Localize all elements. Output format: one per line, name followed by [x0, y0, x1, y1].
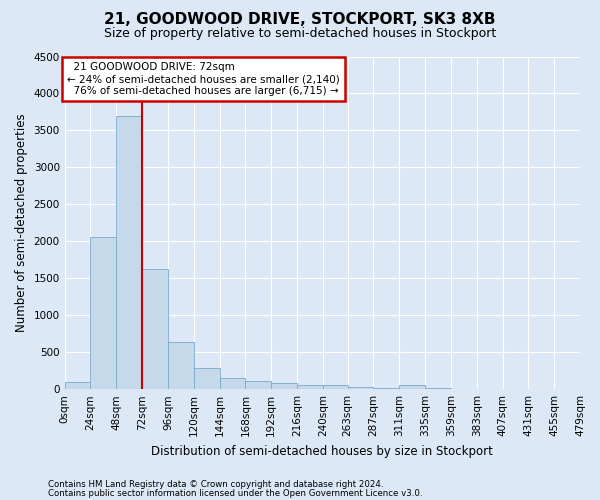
Bar [194, 368, 220, 389]
Bar [91, 237, 116, 389]
Text: Contains public sector information licensed under the Open Government Licence v3: Contains public sector information licen… [48, 489, 422, 498]
Bar [347, 387, 373, 389]
Bar [65, 382, 91, 389]
Bar [245, 381, 271, 389]
Bar [142, 270, 168, 389]
Text: Contains HM Land Registry data © Crown copyright and database right 2024.: Contains HM Land Registry data © Crown c… [48, 480, 383, 489]
Bar [323, 386, 347, 389]
Text: 21, GOODWOOD DRIVE, STOCKPORT, SK3 8XB: 21, GOODWOOD DRIVE, STOCKPORT, SK3 8XB [104, 12, 496, 28]
Text: Size of property relative to semi-detached houses in Stockport: Size of property relative to semi-detach… [104, 28, 496, 40]
X-axis label: Distribution of semi-detached houses by size in Stockport: Distribution of semi-detached houses by … [151, 444, 493, 458]
Text: 21 GOODWOOD DRIVE: 72sqm
← 24% of semi-detached houses are smaller (2,140)
  76%: 21 GOODWOOD DRIVE: 72sqm ← 24% of semi-d… [67, 62, 340, 96]
Bar [373, 388, 399, 389]
Y-axis label: Number of semi-detached properties: Number of semi-detached properties [15, 114, 28, 332]
Bar [168, 342, 194, 389]
Bar [425, 388, 451, 389]
Bar [297, 384, 323, 389]
Bar [271, 383, 297, 389]
Bar [399, 385, 425, 389]
Bar [116, 116, 142, 389]
Bar [220, 378, 245, 389]
